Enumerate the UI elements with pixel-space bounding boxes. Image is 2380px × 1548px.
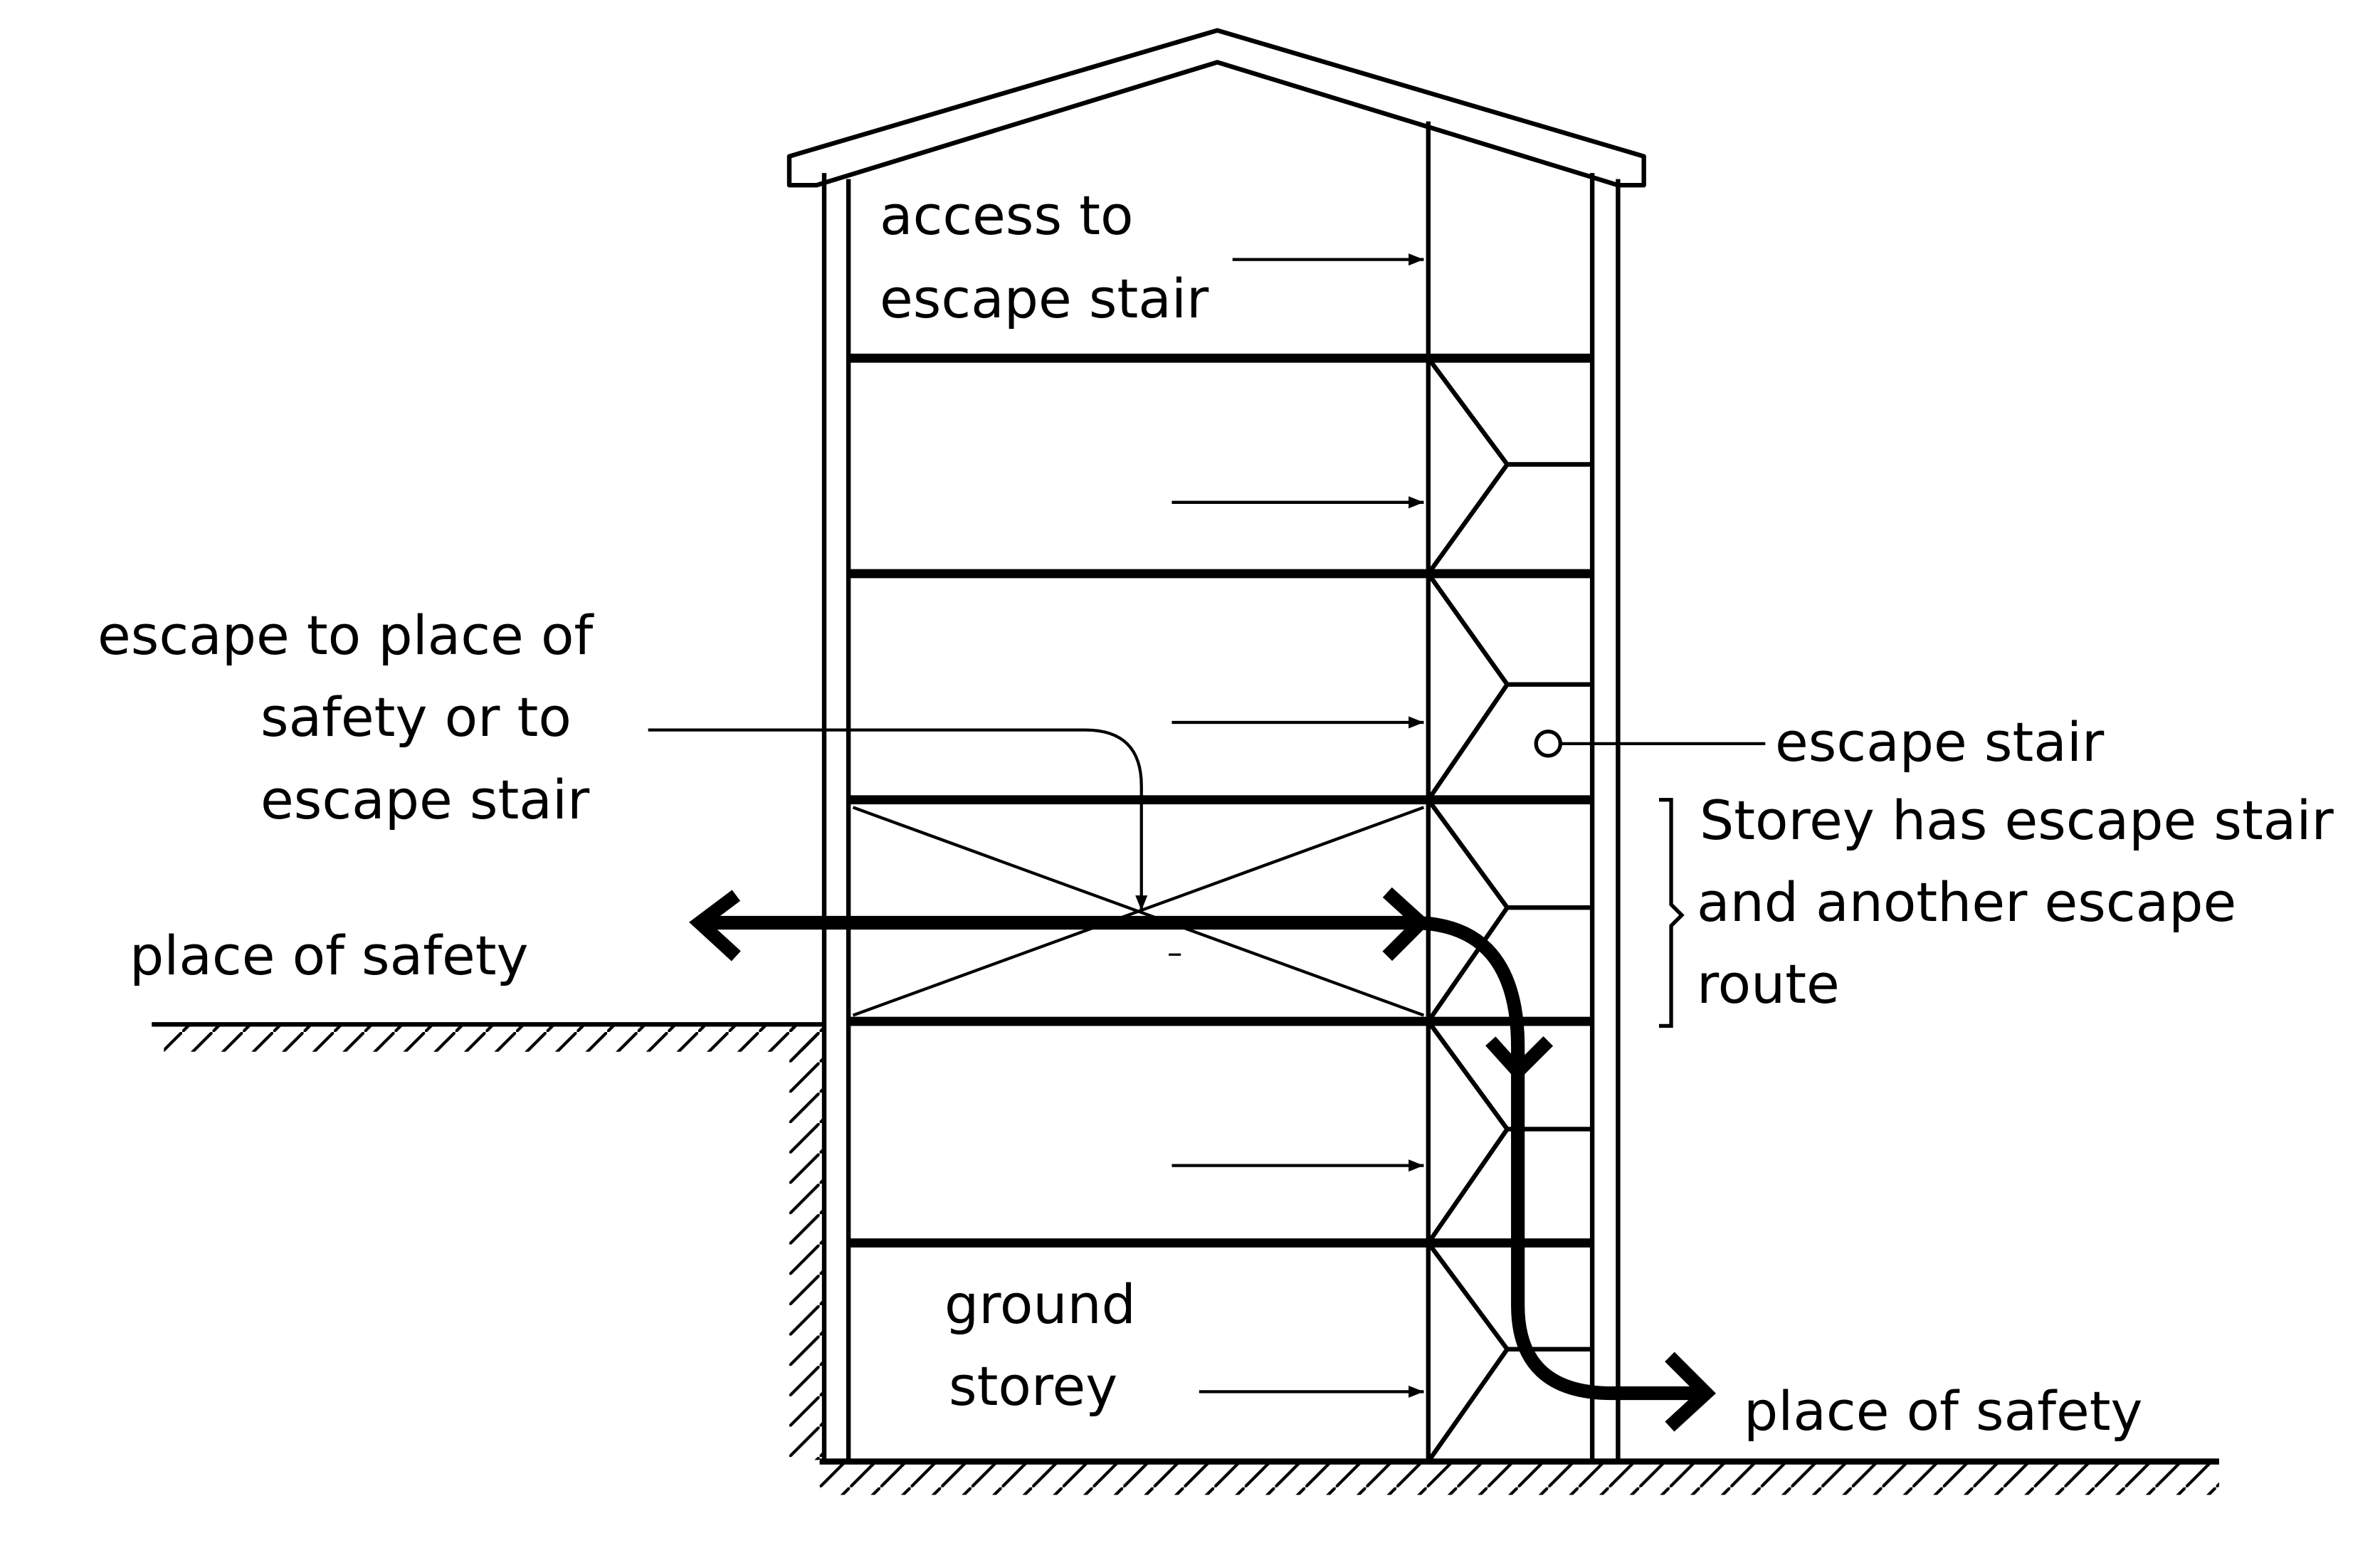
- place-of-safety-left-label: place of safety: [130, 929, 529, 983]
- place-of-safety-right-label: place of safety: [1744, 1384, 2143, 1438]
- escape-stair-top-label: escape stair: [880, 272, 1209, 326]
- escape-stair-right-label: escape stair: [1775, 715, 2104, 769]
- ground-label: ground: [944, 1278, 1136, 1332]
- another-route-label: and another escape: [1697, 875, 2236, 930]
- storey-label: storey: [949, 1359, 1117, 1413]
- route-label: route: [1697, 957, 1840, 1011]
- safety-or-to-label: safety or to: [260, 690, 572, 744]
- escape-to-place-label: escape to place of: [98, 609, 593, 663]
- storey-has-label: Storey has escape stair: [1700, 794, 2334, 848]
- access-to-label: access to: [880, 189, 1134, 243]
- escape-stair-left-label: escape stair: [260, 773, 589, 827]
